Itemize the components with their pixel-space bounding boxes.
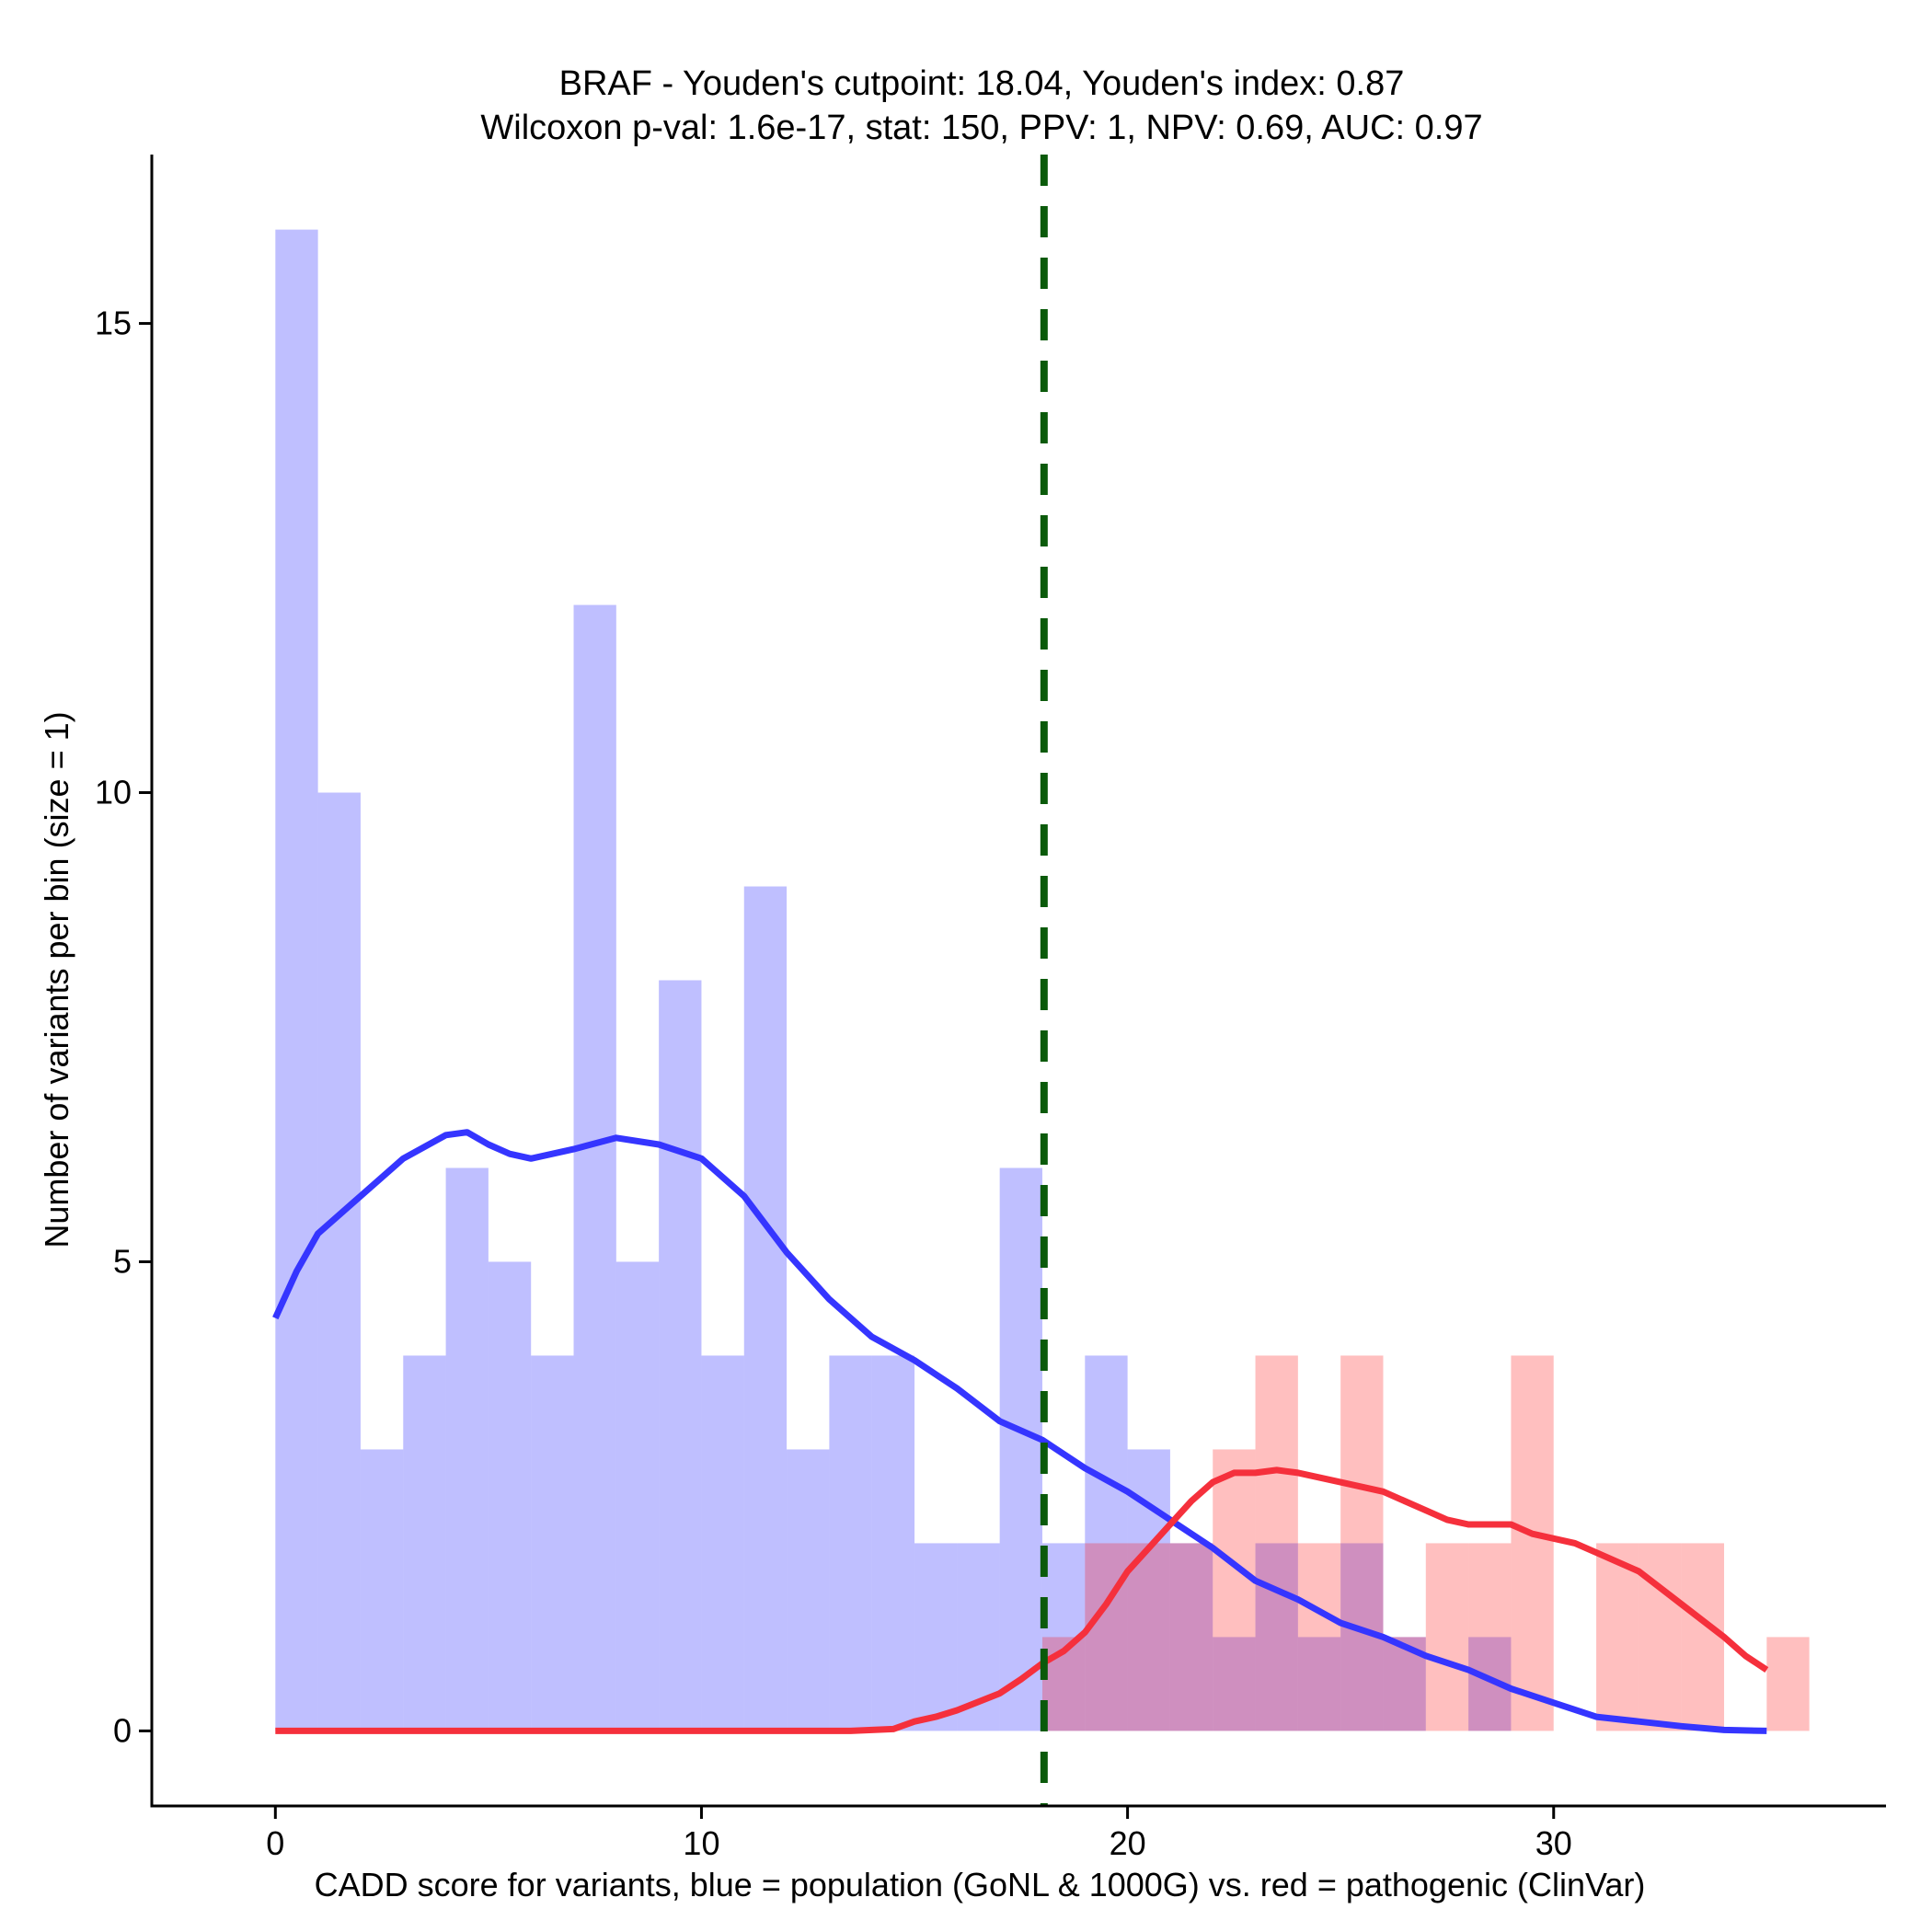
x-tick-label: 30 xyxy=(1535,1824,1572,1862)
pathogenic-bar xyxy=(1596,1543,1639,1731)
y-tick-label: 15 xyxy=(95,305,132,342)
pathogenic-bars xyxy=(1041,1355,1810,1731)
pathogenic-bar xyxy=(1213,1449,1256,1731)
population-bars xyxy=(275,229,1512,1731)
population-bar xyxy=(871,1355,915,1731)
population-bar xyxy=(275,229,318,1731)
pathogenic-bar xyxy=(1425,1543,1469,1731)
population-bar xyxy=(317,792,361,1731)
population-bar xyxy=(659,980,702,1731)
population-bar xyxy=(531,1355,574,1731)
population-density-curve xyxy=(272,1129,1767,1734)
x-tick-label: 20 xyxy=(1110,1824,1146,1862)
pathogenic-bar xyxy=(1255,1355,1298,1731)
pathogenic-bar xyxy=(1766,1637,1810,1731)
population-bar xyxy=(403,1355,446,1731)
pathogenic-bar xyxy=(1169,1543,1213,1731)
chart-title: BRAF - Youden's cutpoint: 18.04, Youden'… xyxy=(559,64,1405,103)
pathogenic-bar xyxy=(1681,1543,1725,1731)
pathogenic-bar xyxy=(1085,1543,1128,1731)
pathogenic-bar xyxy=(1511,1355,1554,1731)
population-bar xyxy=(743,886,788,1731)
axes xyxy=(150,155,1886,1808)
y-tick-label: 5 xyxy=(113,1242,132,1280)
density-curves xyxy=(272,1129,1769,1734)
x-axis-label: CADD score for variants, blue = populati… xyxy=(315,1866,1646,1903)
population-bar xyxy=(1255,1543,1298,1731)
pathogenic-bar xyxy=(1297,1543,1341,1731)
pathogenic-bar xyxy=(1340,1355,1384,1731)
y-tick-label: 0 xyxy=(113,1711,132,1749)
population-bar xyxy=(445,1167,489,1731)
y-axis-label: Number of variants per bin (size = 1) xyxy=(38,711,75,1248)
x-tick-label: 0 xyxy=(266,1824,284,1862)
population-bar xyxy=(360,1449,404,1731)
y-tick-label: 10 xyxy=(95,774,132,811)
chart-subtitle: Wilcoxon p-val: 1.6e-17, stat: 150, PPV:… xyxy=(480,109,1482,147)
population-bar xyxy=(787,1449,830,1731)
pathogenic-density-curve xyxy=(275,1466,1769,1734)
pathogenic-bar xyxy=(1639,1543,1682,1731)
population-bar xyxy=(914,1543,958,1731)
pathogenic-bar xyxy=(1127,1543,1170,1731)
population-bar xyxy=(573,604,616,1731)
population-bar xyxy=(1085,1355,1128,1731)
population-bar xyxy=(488,1261,532,1731)
population-bar xyxy=(829,1355,872,1731)
x-tick-label: 10 xyxy=(683,1824,719,1862)
population-bar xyxy=(701,1355,744,1731)
pathogenic-bar xyxy=(1468,1543,1512,1731)
population-bar xyxy=(1169,1543,1213,1731)
population-bar xyxy=(615,1261,660,1731)
population-bar xyxy=(999,1167,1042,1731)
population-bar xyxy=(1213,1637,1256,1731)
ticks: 0 10 20 30 0 5 10 15 xyxy=(95,305,1572,1862)
population-bar xyxy=(1297,1637,1341,1731)
